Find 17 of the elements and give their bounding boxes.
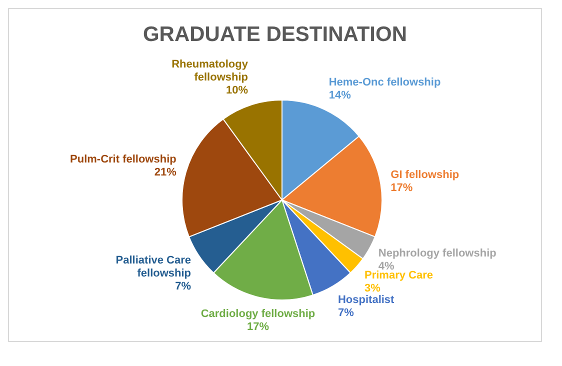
data-label: 10% [226, 84, 248, 96]
data-label: 14% [328, 90, 352, 102]
data-label: 17% [246, 321, 270, 334]
slice-label: Palliative Care fellowship [116, 254, 192, 280]
data-label: 17% [390, 182, 413, 194]
chart-title: GRADUATE DESTINATION [142, 23, 408, 47]
data-label: 3% [364, 282, 381, 294]
slice-label: GI fellowship [390, 168, 460, 181]
slice-label: Pulm-Crit fellowship [70, 154, 177, 166]
data-label: 7% [338, 306, 354, 319]
slice-label: Nephrology fellowship [378, 247, 497, 260]
slice-label: Rheumatology fellowship [172, 58, 249, 84]
data-label: 7% [175, 280, 192, 292]
slice-label: Hospitalist [338, 294, 395, 306]
slice-label: Cardiology fellowship [200, 308, 316, 320]
data-label: 21% [154, 166, 177, 179]
slice-label: Heme-Onc fellowship [328, 76, 441, 89]
